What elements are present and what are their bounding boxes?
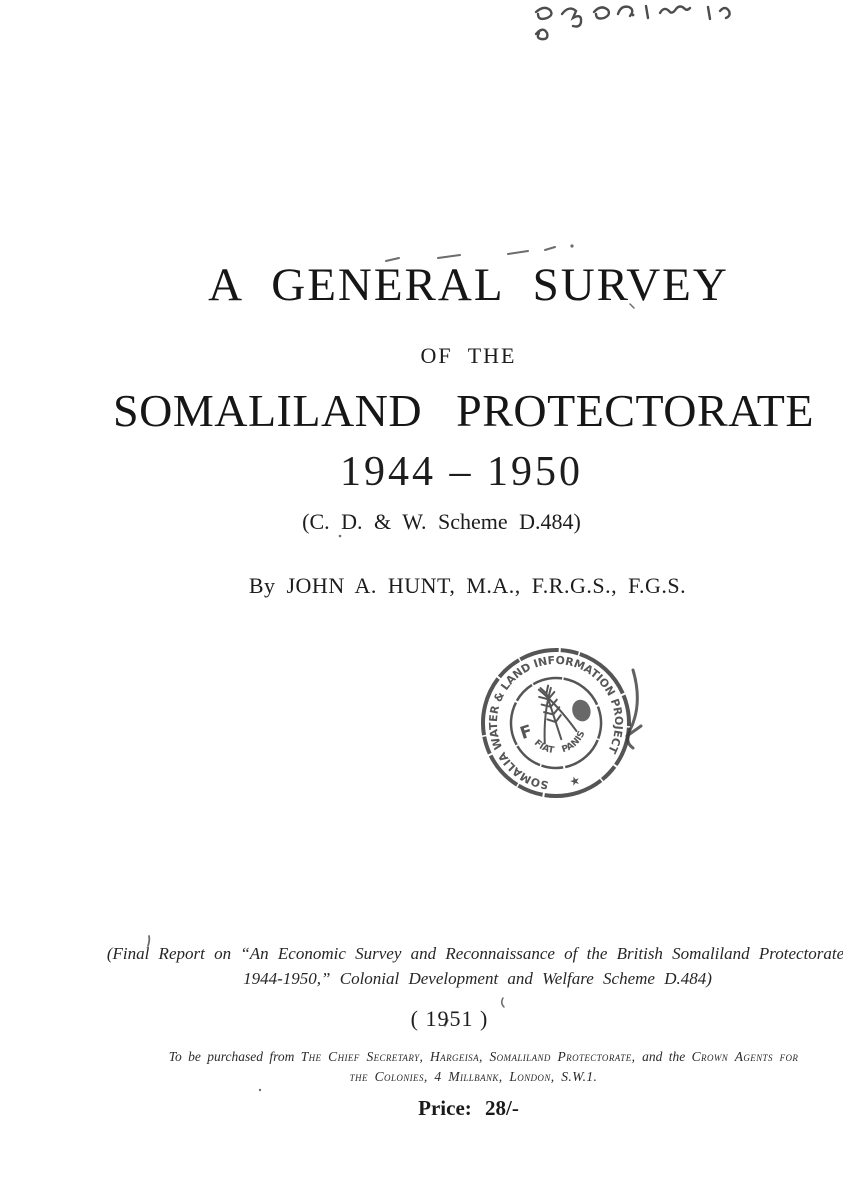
stamp-outer-ring <box>481 648 631 798</box>
page-title: A GENERAL SURVEY <box>208 259 729 311</box>
purchase-address: the Colonies, 4 Millbank, London, S.W.1. <box>349 1069 598 1084</box>
stamp-ink-blob <box>572 699 591 722</box>
final-report-note-line2: 1944-1950,” Colonial Development and Wel… <box>243 969 712 988</box>
price-label: Price: 28/- <box>418 1096 519 1120</box>
purchase-prefix: To be purchased from <box>168 1049 301 1064</box>
stamp-star: ★ <box>568 773 583 790</box>
purchase-agents: Crown Agents for <box>691 1049 799 1064</box>
final-report-note-line1: (Final Report on “An Economic Survey and… <box>106 944 843 963</box>
purchase-conjunction: and the <box>642 1049 692 1064</box>
purchase-seller: The Chief Secretary, Hargeisa, Somalilan… <box>300 1049 643 1064</box>
publication-year: ( 1951 ) <box>410 1006 489 1031</box>
wheat-emblem-icon <box>537 684 578 745</box>
pen-scratch-mark <box>625 668 643 750</box>
stamp-inner-ring <box>509 676 603 770</box>
author-byline: By JOHN A. HUNT, M.A., F.R.G.S., F.G.S. <box>248 573 687 598</box>
title-connector: OF THE <box>420 343 517 368</box>
page-subtitle: SOMALILAND PROTECTORATE <box>113 385 814 436</box>
purchase-info-line1: To be purchased from The Chief Secretary… <box>62 1049 843 1065</box>
title-years: 1944 – 1950 <box>340 449 583 495</box>
purchase-info-line2: the Colonies, 4 Millbank, London, S.W.1. <box>52 1069 843 1085</box>
scheme-note: (C. D. & W. Scheme D.484) <box>302 509 581 534</box>
handwritten-annotation-icon <box>534 4 731 41</box>
stamp-motto: FIAT PANIS <box>530 723 591 763</box>
stamp-letter-f: F <box>518 721 535 744</box>
fao-stamp: SOMALIA WATER & LAND INFORMATION PROJECT… <box>451 618 681 833</box>
